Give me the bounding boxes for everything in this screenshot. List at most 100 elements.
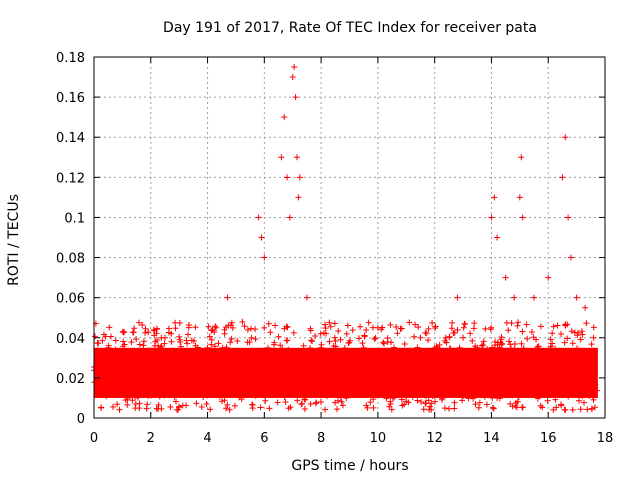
baseline-point <box>383 395 390 402</box>
baseline-point <box>124 401 131 408</box>
baseline-point <box>286 384 293 391</box>
baseline-point <box>320 350 327 357</box>
baseline-point <box>380 339 387 346</box>
data-point <box>133 354 140 361</box>
baseline-point <box>199 372 206 379</box>
baseline-point <box>209 326 216 333</box>
baseline-point <box>153 330 160 337</box>
baseline-point <box>341 347 348 354</box>
baseline-point <box>108 359 115 366</box>
baseline-point <box>290 329 297 336</box>
baseline-point <box>267 329 274 336</box>
baseline-point <box>553 404 560 411</box>
data-point <box>562 134 569 141</box>
baseline-point <box>134 388 141 395</box>
baseline-point <box>515 319 522 326</box>
baseline-point <box>475 376 482 383</box>
baseline-point <box>425 362 432 369</box>
data-point <box>286 214 293 221</box>
baseline-point <box>438 396 445 403</box>
baseline-point <box>317 330 324 337</box>
baseline-point <box>242 372 249 379</box>
baseline-point <box>558 402 565 409</box>
baseline-point <box>584 374 591 381</box>
baseline-point <box>198 404 205 411</box>
baseline-point <box>541 385 548 392</box>
baseline-point <box>523 321 530 328</box>
baseline-point <box>552 376 559 383</box>
baseline-point <box>100 390 107 397</box>
baseline-point <box>298 387 305 394</box>
baseline-point <box>578 385 585 391</box>
baseline-point <box>353 387 360 394</box>
baseline-point <box>520 345 527 352</box>
baseline-point <box>107 333 114 340</box>
baseline-point <box>283 337 290 344</box>
baseline-point <box>320 358 327 365</box>
baseline-point <box>592 381 599 388</box>
baseline-point <box>392 372 399 379</box>
baseline-point <box>168 338 175 345</box>
baseline-point <box>356 361 363 368</box>
baseline-point <box>247 325 254 332</box>
data-point <box>213 324 220 331</box>
x-tick-label: 4 <box>203 431 211 446</box>
baseline-point <box>183 402 190 409</box>
chart-title: Day 191 of 2017, Rate Of TEC Index for r… <box>163 20 537 36</box>
baseline-point <box>425 337 432 344</box>
baseline-point <box>138 354 145 361</box>
baseline-point <box>150 351 157 358</box>
data-points <box>96 64 597 381</box>
baseline-point <box>248 334 255 341</box>
x-tick-label: 16 <box>540 431 557 446</box>
baseline-point <box>328 374 335 381</box>
baseline-point <box>393 388 400 395</box>
baseline-point <box>99 337 106 344</box>
baseline-point <box>214 369 221 376</box>
baseline-point <box>281 325 288 332</box>
baseline-point <box>568 377 575 384</box>
baseline-point <box>411 382 418 389</box>
baseline-point <box>208 327 215 334</box>
baseline-point <box>150 326 157 333</box>
baseline-point <box>258 390 265 397</box>
baseline-point <box>104 364 111 371</box>
baseline-point <box>340 383 347 390</box>
baseline-point <box>587 365 594 372</box>
baseline-point <box>512 399 519 406</box>
baseline-point <box>428 400 435 407</box>
baseline-point <box>382 350 389 357</box>
baseline-point <box>166 391 173 398</box>
baseline-point <box>204 369 211 376</box>
baseline-point <box>179 353 186 360</box>
baseline-point <box>503 319 510 326</box>
baseline-point <box>451 405 458 412</box>
baseline-point <box>387 365 394 372</box>
baseline-point <box>473 349 480 356</box>
baseline-point <box>476 399 483 406</box>
data-point <box>445 354 452 361</box>
baseline-point <box>575 397 582 404</box>
baseline-point <box>264 354 271 361</box>
baseline-point <box>426 385 433 392</box>
baseline-point <box>496 395 503 402</box>
data-point <box>176 358 183 365</box>
baseline-point <box>420 406 427 413</box>
data-point <box>460 334 467 341</box>
y-tick-label: 0.1 <box>64 211 85 226</box>
baseline-point <box>156 378 163 385</box>
baseline-point <box>240 350 247 357</box>
baseline-point <box>419 372 426 379</box>
baseline-point <box>288 376 295 383</box>
baseline-point <box>228 391 235 398</box>
baseline-point <box>590 396 597 403</box>
baseline-point <box>184 340 191 347</box>
baseline-point <box>352 385 359 392</box>
x-axis-label: GPS time / hours <box>291 458 408 474</box>
baseline-point <box>322 406 329 413</box>
baseline-point <box>391 394 398 401</box>
baseline-point <box>349 355 356 362</box>
baseline-point <box>311 363 318 370</box>
baseline-point <box>151 379 158 386</box>
baseline-point <box>252 392 259 399</box>
